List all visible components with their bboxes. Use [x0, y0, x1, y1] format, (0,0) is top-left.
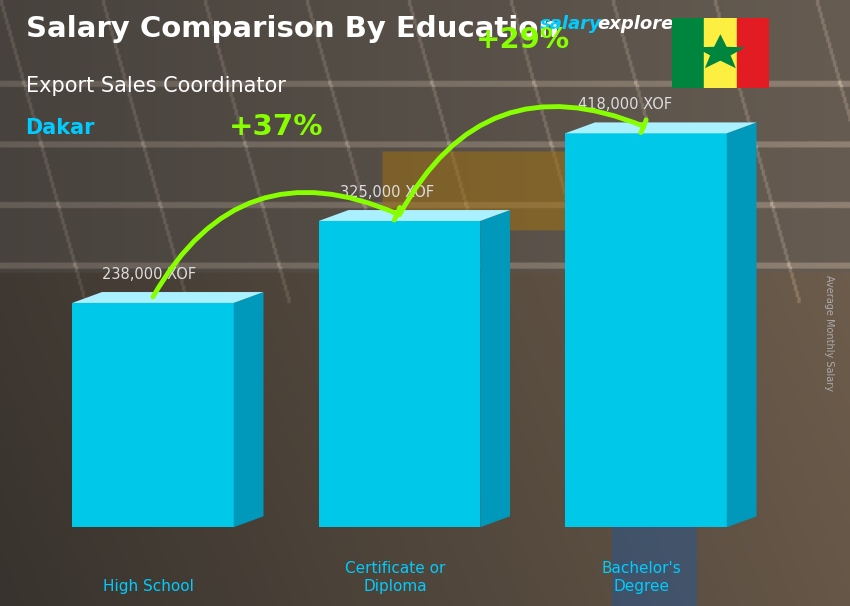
Text: Bachelor's
Degree: Bachelor's Degree	[602, 562, 682, 594]
Polygon shape	[319, 210, 510, 221]
Text: 418,000 XOF: 418,000 XOF	[578, 97, 672, 112]
Polygon shape	[695, 34, 745, 68]
Polygon shape	[727, 122, 756, 527]
Text: 325,000 XOF: 325,000 XOF	[340, 185, 434, 200]
Text: Export Sales Coordinator: Export Sales Coordinator	[26, 76, 286, 96]
Text: +29%: +29%	[476, 25, 570, 54]
Bar	[737, 18, 769, 88]
Bar	[672, 18, 704, 88]
Text: salary: salary	[540, 15, 602, 33]
Polygon shape	[72, 303, 234, 527]
Text: +37%: +37%	[229, 113, 324, 141]
Polygon shape	[565, 122, 756, 133]
Polygon shape	[72, 292, 264, 303]
Text: High School: High School	[104, 579, 194, 594]
Text: 238,000 XOF: 238,000 XOF	[102, 267, 196, 282]
Polygon shape	[565, 133, 727, 527]
Polygon shape	[480, 210, 510, 527]
Text: Dakar: Dakar	[26, 118, 95, 138]
Polygon shape	[234, 292, 264, 527]
Text: Salary Comparison By Education: Salary Comparison By Education	[26, 15, 558, 43]
Bar	[704, 18, 737, 88]
Text: Average Monthly Salary: Average Monthly Salary	[824, 275, 834, 391]
Polygon shape	[319, 221, 480, 527]
Text: Certificate or
Diploma: Certificate or Diploma	[345, 562, 445, 594]
Text: explorer.com: explorer.com	[598, 15, 728, 33]
